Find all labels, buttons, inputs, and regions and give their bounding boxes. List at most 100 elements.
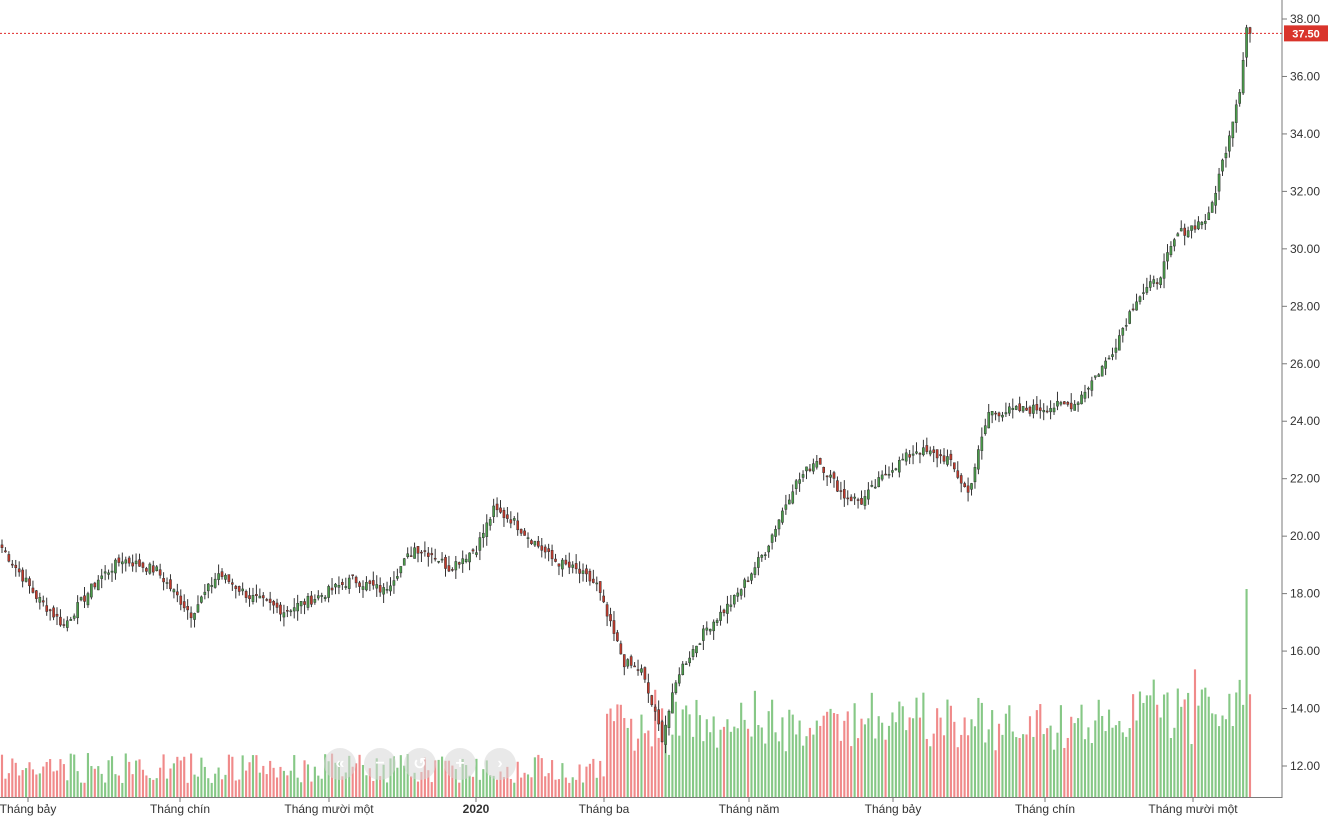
zoom-in-button[interactable]: + — [444, 748, 476, 780]
volume-bar — [1090, 743, 1093, 797]
candle — [1059, 400, 1063, 407]
candle — [904, 448, 908, 466]
volume-bar — [808, 727, 811, 797]
reset-button[interactable]: ↺ — [404, 748, 436, 780]
candle — [1142, 283, 1145, 300]
candle — [468, 552, 471, 571]
candle — [444, 554, 447, 577]
candle — [1093, 375, 1097, 380]
candle — [261, 592, 265, 607]
candle — [966, 477, 970, 502]
volume-bar — [1214, 714, 1217, 797]
candle — [942, 448, 946, 465]
scroll-right-button[interactable]: › — [484, 748, 516, 780]
volume-bar — [1200, 689, 1203, 797]
volume-bar — [929, 746, 932, 797]
volume-bar — [1028, 716, 1032, 797]
volume-bar — [1248, 694, 1252, 797]
volume-bar — [1063, 747, 1066, 797]
zoom-out-button[interactable]: − — [364, 748, 396, 780]
price-tick-label: 36.00 — [1290, 69, 1320, 83]
plus-icon: + — [455, 755, 465, 772]
candle — [997, 411, 1001, 423]
volume-bar — [1197, 705, 1200, 797]
volume-bar — [385, 782, 389, 797]
candle — [932, 445, 936, 463]
candle — [784, 494, 788, 515]
volume-bar — [238, 779, 241, 797]
candle — [953, 462, 956, 473]
candle — [1238, 89, 1242, 107]
candle — [213, 572, 217, 589]
candle — [653, 704, 657, 721]
candle — [24, 569, 28, 583]
time-tick-label: Tháng chín — [150, 802, 210, 816]
volume-bar — [496, 779, 499, 797]
candle — [664, 715, 667, 754]
volume-bar — [86, 753, 90, 797]
volume-bar — [894, 722, 897, 797]
volume-bar — [667, 754, 671, 797]
volume-bar — [25, 768, 28, 797]
volume-bar — [200, 757, 203, 797]
volume-bar — [1193, 669, 1197, 797]
scroll-left-fast-button[interactable]: « — [324, 748, 356, 780]
candle — [918, 452, 922, 464]
volume-bar — [1118, 720, 1121, 797]
candle — [794, 479, 798, 495]
volume-bar — [956, 747, 959, 797]
volume-bar — [45, 761, 48, 797]
candle — [715, 618, 719, 626]
candle — [509, 511, 513, 529]
time-tick-label: 2020 — [463, 802, 490, 816]
volume-bar — [1032, 736, 1035, 797]
volume-bar — [155, 778, 158, 797]
candle — [867, 482, 870, 505]
volume-bar — [997, 723, 1001, 797]
volume-bar — [303, 760, 306, 797]
volume-bar — [905, 730, 908, 797]
volume-bar — [777, 741, 781, 797]
volume-bar — [1207, 696, 1210, 797]
candle — [488, 516, 492, 531]
volume-bar — [819, 725, 822, 797]
volume-bar — [365, 775, 368, 797]
candle — [702, 624, 705, 650]
volume-bar — [533, 757, 536, 797]
candle — [392, 571, 396, 594]
volume-bar — [128, 761, 131, 797]
volume-bar — [936, 708, 939, 797]
volume-bar — [750, 736, 753, 797]
candle — [186, 599, 189, 620]
reset-icon: ↺ — [413, 756, 427, 773]
volume-bar — [870, 692, 873, 797]
volume-bar — [585, 766, 588, 797]
volume-bar — [1245, 589, 1248, 797]
candle — [1241, 52, 1245, 95]
candle — [1155, 278, 1159, 290]
candle — [375, 575, 379, 597]
volume-bar — [551, 760, 554, 797]
candle — [117, 554, 121, 567]
volume-bar — [234, 780, 237, 797]
candle — [980, 427, 984, 460]
candle — [76, 595, 79, 625]
candle — [729, 594, 733, 612]
candle — [674, 680, 678, 695]
candle — [1076, 401, 1080, 412]
candle — [691, 645, 695, 661]
volume-bar — [73, 754, 76, 797]
candle — [385, 581, 389, 594]
volume-bar — [520, 777, 523, 797]
volume-bar — [836, 714, 839, 797]
candle — [677, 667, 681, 687]
candle — [808, 464, 812, 473]
volume-bar — [1162, 694, 1166, 797]
candle — [540, 537, 544, 558]
volume-bar — [341, 776, 344, 797]
volume-bar — [241, 755, 244, 797]
volume-bar — [471, 776, 475, 797]
volume-bar — [826, 711, 829, 797]
volume-bar — [416, 781, 420, 797]
